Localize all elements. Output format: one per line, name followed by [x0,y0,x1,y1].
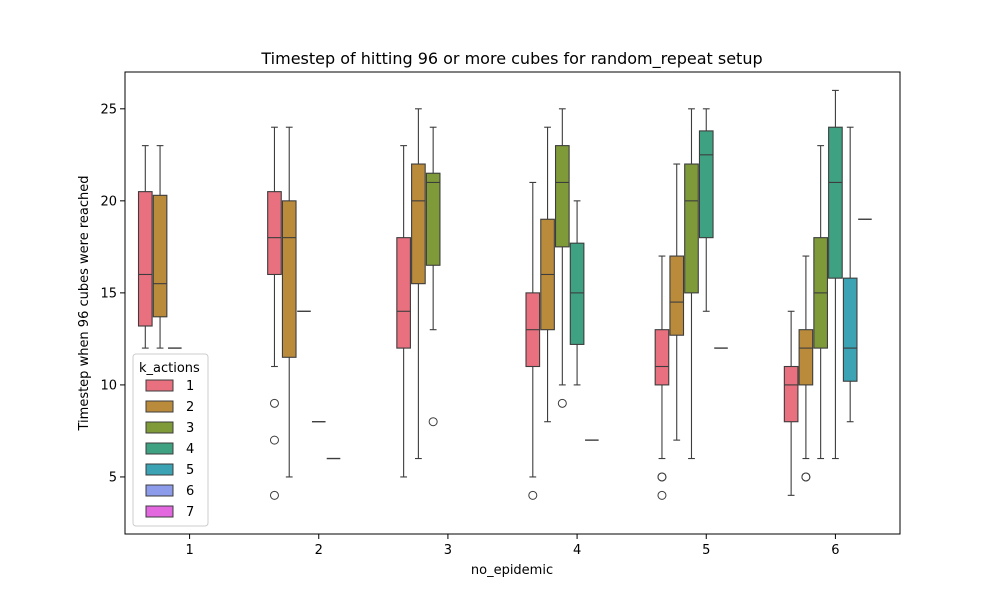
box-group [396,145,411,478]
legend-swatch [145,421,174,434]
box-group [281,126,297,478]
box-group [525,181,541,500]
box-group [152,145,168,349]
legend-label: 6 [186,484,194,499]
x-axis-label: no_epidemic [471,563,553,578]
x-axis-ticks: 1 2 3 4 5 6 [185,534,840,558]
legend-label: 3 [186,421,194,436]
box-group [554,108,570,408]
legend-swatch [145,379,174,392]
box-group [828,89,843,460]
y-tick-label: 25 [100,102,117,117]
box-body [828,126,843,279]
x-tick-label: 1 [185,543,193,558]
legend-swatch [145,463,174,476]
outlier-point [428,417,438,427]
legend-frame [132,353,209,527]
box-body [411,163,426,285]
y-axis-label: Timestep when 96 cubes were reached [77,175,92,431]
box-group [411,108,426,460]
box-body [842,277,858,382]
x-tick-label: 4 [573,543,581,558]
x-tick-label: 3 [444,543,452,558]
chart-title: Timestep of hitting 96 or more cubes for… [260,49,762,69]
outlier-point [557,398,567,408]
outlier-point [269,490,279,500]
box-group [137,145,153,349]
box-group [540,126,555,423]
y-tick-label: 10 [100,378,117,393]
box-body [798,329,814,386]
box-group [698,108,714,312]
box-body [569,242,585,345]
outlier-point [801,472,811,482]
box-group [842,126,858,423]
box-group [798,255,814,482]
legend-swatch [145,400,174,413]
legend-label: 2 [186,400,194,415]
outlier-point [269,398,279,408]
x-tick-label: 6 [831,543,839,558]
box-body [281,200,297,358]
legend-label: 1 [186,379,194,394]
legend-label: 4 [186,442,194,457]
y-tick-label: 15 [100,286,117,301]
legend-label: 5 [186,463,194,478]
outlier-point [657,472,667,482]
box-group [813,145,828,460]
legend-swatch [145,484,174,497]
x-tick-label: 2 [315,543,323,558]
legend-swatch [145,505,174,518]
plot-frame [124,71,901,535]
box-body [425,172,441,266]
legend-title: k_actions [139,361,200,376]
box-body [684,163,699,294]
legend: k_actions 1 2 3 4 5 6 7 [132,353,209,527]
box-body [152,194,168,318]
box-group [267,126,282,500]
outlier-point [269,435,279,445]
outlier-point [528,490,538,500]
legend-swatch [145,442,174,455]
box-group [425,126,441,427]
box-body [669,255,685,336]
box-group [783,310,799,496]
legend-label: 7 [186,505,194,520]
box-body [137,191,153,327]
x-tick-label: 5 [702,543,710,558]
box-body [698,130,714,239]
outlier-point [657,490,667,500]
box-group [684,108,699,460]
box-body [396,237,411,349]
y-tick-label: 20 [100,194,117,209]
box-body [783,365,799,423]
y-axis-ticks: 5 10 15 20 25 [100,102,125,485]
box-body [554,145,570,248]
box-body [267,191,282,276]
y-tick-label: 5 [109,470,117,485]
box-group [669,163,685,441]
plot-area [137,89,872,500]
box-group [569,200,585,386]
box-body [654,329,670,386]
box-group [654,255,670,500]
